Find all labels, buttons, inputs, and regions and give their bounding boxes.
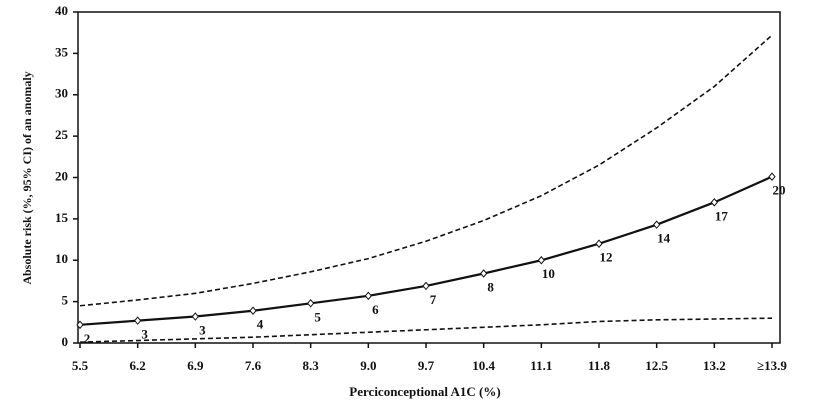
x-tick-label: 13.2 — [703, 358, 726, 373]
y-tick-label: 40 — [55, 3, 68, 18]
point-marker — [364, 291, 372, 301]
x-tick-label: 11.1 — [530, 358, 552, 373]
y-tick-label: 5 — [62, 293, 69, 308]
data-label: 17 — [715, 208, 729, 223]
y-tick-label: 20 — [55, 168, 68, 183]
point-marker — [768, 172, 776, 181]
data-label: 4 — [257, 317, 264, 332]
x-tick-label: 8.3 — [303, 358, 320, 373]
data-label: 2 — [84, 331, 91, 346]
x-tick-label: 5.5 — [72, 358, 89, 373]
x-tick-label: ≥13.9 — [757, 358, 787, 373]
point-marker — [191, 312, 199, 321]
y-tick-label: 25 — [55, 127, 69, 142]
point-marker — [595, 239, 603, 248]
point-marker — [76, 320, 84, 330]
data-label: 5 — [314, 309, 321, 324]
series-line — [79, 34, 773, 307]
y-tick-label: 35 — [55, 44, 69, 59]
data-label: 20 — [773, 183, 786, 198]
x-tick-label: 9.7 — [418, 358, 435, 373]
point-marker — [710, 198, 718, 207]
point-marker — [653, 220, 661, 229]
data-label: 7 — [430, 292, 437, 307]
point-marker — [422, 281, 430, 291]
data-label: 3 — [141, 327, 148, 342]
point-marker — [249, 306, 257, 315]
x-tick-label: 11.8 — [588, 358, 611, 373]
x-tick-label: 12.5 — [645, 358, 668, 373]
y-tick-label: 30 — [55, 86, 68, 101]
data-label: 12 — [600, 250, 613, 265]
point-marker — [307, 299, 315, 308]
x-tick-label: 7.6 — [245, 358, 262, 373]
y-tick-label: 0 — [62, 334, 69, 349]
y-tick-label: 15 — [55, 210, 69, 225]
series-line — [79, 317, 773, 343]
series-line — [79, 175, 773, 326]
point-marker — [537, 255, 545, 265]
data-label: 10 — [542, 266, 555, 281]
data-label: 14 — [657, 231, 671, 246]
point-marker — [480, 269, 488, 278]
y-tick-label: 10 — [55, 251, 68, 266]
x-tick-label: 9.0 — [360, 358, 376, 373]
data-label: 3 — [199, 323, 206, 338]
point-marker — [134, 316, 142, 325]
x-axis-label: Perciconceptional A1C (%) — [349, 384, 500, 399]
x-tick-label: 10.4 — [472, 358, 495, 373]
data-label: 6 — [372, 302, 379, 317]
data-label: 8 — [487, 279, 494, 294]
x-tick-label: 6.2 — [130, 358, 146, 373]
x-tick-label: 6.9 — [187, 358, 204, 373]
y-axis-label: Absolute risk (%, 95% CI) of an anomaly — [20, 71, 34, 284]
